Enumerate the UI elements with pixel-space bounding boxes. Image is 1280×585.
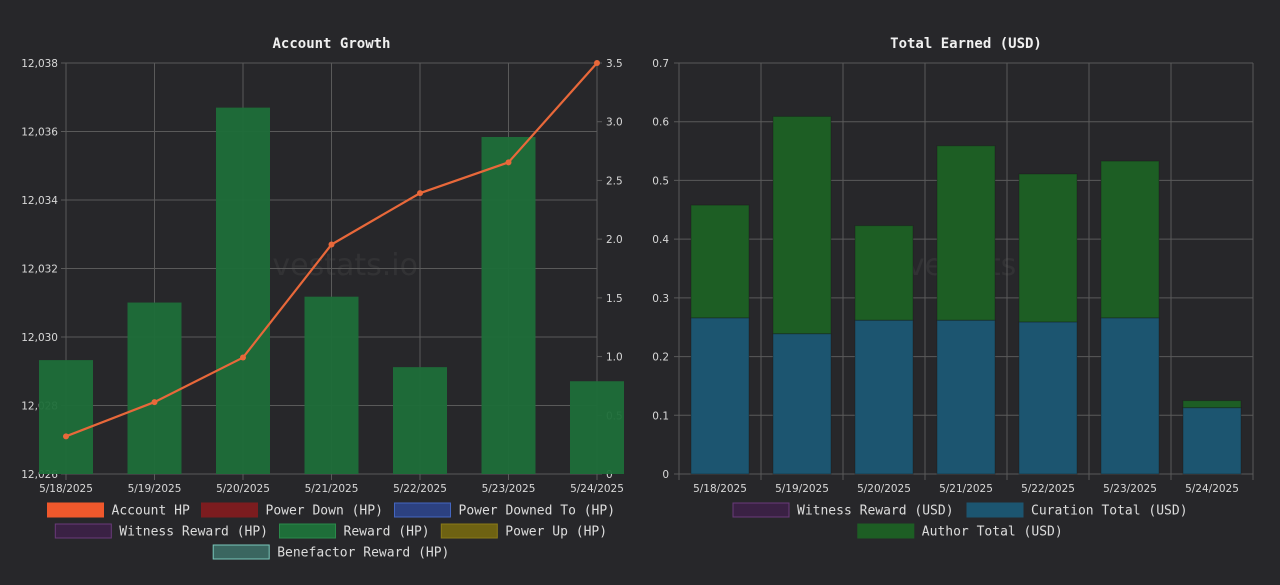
bar-author-total-usd xyxy=(854,225,914,321)
point-account-hp xyxy=(151,399,158,406)
bar-reward-hp xyxy=(393,367,447,474)
x-tick-label: 5/22/2025 xyxy=(393,483,447,495)
y-tick-label: 0.7 xyxy=(652,58,669,70)
y-tick-label: 0.4 xyxy=(652,234,669,246)
bar-author-total-usd xyxy=(936,145,996,321)
y-right-tick-label: 2.5 xyxy=(606,175,623,187)
bar-reward-hp xyxy=(39,360,93,474)
legend-swatch xyxy=(201,502,258,518)
legend-label: Witness Reward (USD) xyxy=(797,504,954,519)
legend-item: Witness Reward (HP) xyxy=(54,523,268,540)
x-tick-label: 5/20/2025 xyxy=(216,483,270,495)
x-tick-label: 5/19/2025 xyxy=(128,483,182,495)
x-tick-label: 5/23/2025 xyxy=(1103,483,1157,495)
legend-item: Account HP xyxy=(47,502,190,519)
legend-swatch xyxy=(732,502,790,518)
chart-title: Total Earned (USD) xyxy=(890,36,1042,52)
point-account-hp xyxy=(240,354,246,361)
y-tick-label: 0.6 xyxy=(652,117,669,129)
legend-swatch xyxy=(47,502,104,518)
bar-author-total-usd xyxy=(772,115,832,335)
legend-label: Reward (HP) xyxy=(344,525,430,540)
bar-reward-hp xyxy=(304,296,359,474)
x-tick-label: 5/18/2025 xyxy=(39,483,93,495)
y-right-tick-label: 3.5 xyxy=(606,58,623,70)
bar-curation-total-usd xyxy=(690,317,750,475)
x-tick-label: 5/20/2025 xyxy=(857,483,911,495)
bar-reward-hp xyxy=(481,136,536,475)
y-right-tick-label: 2.0 xyxy=(606,234,623,246)
y-left-tick-label: 12,030 xyxy=(21,332,58,344)
legend-swatch xyxy=(212,544,270,560)
legend-item: Reward (HP) xyxy=(279,523,430,540)
y-tick-label: 0.5 xyxy=(652,175,669,187)
bar-author-total-usd xyxy=(1018,173,1078,323)
legend-item: Power Up (HP) xyxy=(440,523,607,540)
bar-reward-hp xyxy=(127,302,182,474)
bar-author-total-usd xyxy=(690,204,750,319)
legend-item: Witness Reward (USD) xyxy=(732,502,954,519)
legend-item: Author Total (USD) xyxy=(857,523,1063,540)
x-tick-label: 5/18/2025 xyxy=(693,483,747,495)
y-left-tick-label: 12,036 xyxy=(21,127,58,139)
y-left-tick-label: 12,034 xyxy=(21,195,58,207)
legend-swatch xyxy=(440,523,498,539)
y-right-tick-label: 3.0 xyxy=(606,117,623,129)
point-account-hp xyxy=(594,60,600,66)
legend-label: Account HP xyxy=(112,504,190,519)
x-tick-label: 5/23/2025 xyxy=(482,483,536,495)
legend-item: Benefactor Reward (HP) xyxy=(212,544,449,561)
x-tick-label: 5/24/2025 xyxy=(1185,483,1239,495)
legend-swatch xyxy=(966,502,1024,518)
y-tick-label: 0 xyxy=(662,469,669,481)
x-tick-label: 5/19/2025 xyxy=(775,483,829,495)
bar-author-total-usd xyxy=(1100,160,1160,319)
legend-label: Power Downed To (HP) xyxy=(459,504,616,519)
y-tick-label: 0.1 xyxy=(652,410,669,422)
x-tick-label: 5/22/2025 xyxy=(1021,483,1075,495)
point-account-hp xyxy=(417,190,423,197)
legend-label: Power Up (HP) xyxy=(505,525,607,540)
legend-swatch xyxy=(279,523,336,539)
bar-curation-total-usd xyxy=(936,319,996,475)
bar-author-total-usd xyxy=(1182,400,1242,409)
x-tick-label: 5/21/2025 xyxy=(939,483,993,495)
legend-swatch xyxy=(394,502,451,518)
legend-label: Benefactor Reward (HP) xyxy=(277,546,449,561)
total-earned-chart: Total Earned (USD)hivestats.io00.10.20.3… xyxy=(652,36,1254,540)
legend-item: Power Down (HP) xyxy=(201,502,383,519)
point-account-hp xyxy=(63,433,69,440)
legend-item: Power Downed To (HP) xyxy=(394,502,616,519)
bar-curation-total-usd xyxy=(1182,407,1242,475)
y-right-tick-label: 1.0 xyxy=(606,352,623,364)
y-left-tick-label: 12,032 xyxy=(21,264,58,276)
y-left-tick-label: 12,038 xyxy=(21,58,58,70)
legend-label: Author Total (USD) xyxy=(922,525,1063,540)
point-account-hp xyxy=(505,159,512,166)
legend-item: Curation Total (USD) xyxy=(966,502,1188,519)
bar-curation-total-usd xyxy=(772,333,832,475)
y-right-tick-label: 1.5 xyxy=(606,293,623,305)
point-account-hp xyxy=(328,241,335,248)
bar-curation-total-usd xyxy=(1018,321,1078,475)
bar-curation-total-usd xyxy=(854,319,914,475)
account-growth-chart: Account Growthhivestats.io12,02612,02812… xyxy=(21,36,624,561)
x-tick-label: 5/24/2025 xyxy=(570,483,624,495)
legend-swatch xyxy=(857,523,915,539)
y-tick-label: 0.3 xyxy=(652,293,669,305)
bar-curation-total-usd xyxy=(1100,317,1160,475)
y-right-tick-label: 0 xyxy=(606,469,613,481)
x-tick-label: 5/21/2025 xyxy=(305,483,359,495)
legend-label: Witness Reward (HP) xyxy=(119,525,268,540)
chart-title: Account Growth xyxy=(272,36,390,52)
legend-label: Power Down (HP) xyxy=(266,504,383,519)
bar-reward-hp xyxy=(570,381,624,474)
y-tick-label: 0.2 xyxy=(652,352,669,364)
bar-reward-hp xyxy=(216,107,270,474)
legend-label: Curation Total (USD) xyxy=(1031,504,1188,519)
legend-swatch xyxy=(54,523,112,539)
